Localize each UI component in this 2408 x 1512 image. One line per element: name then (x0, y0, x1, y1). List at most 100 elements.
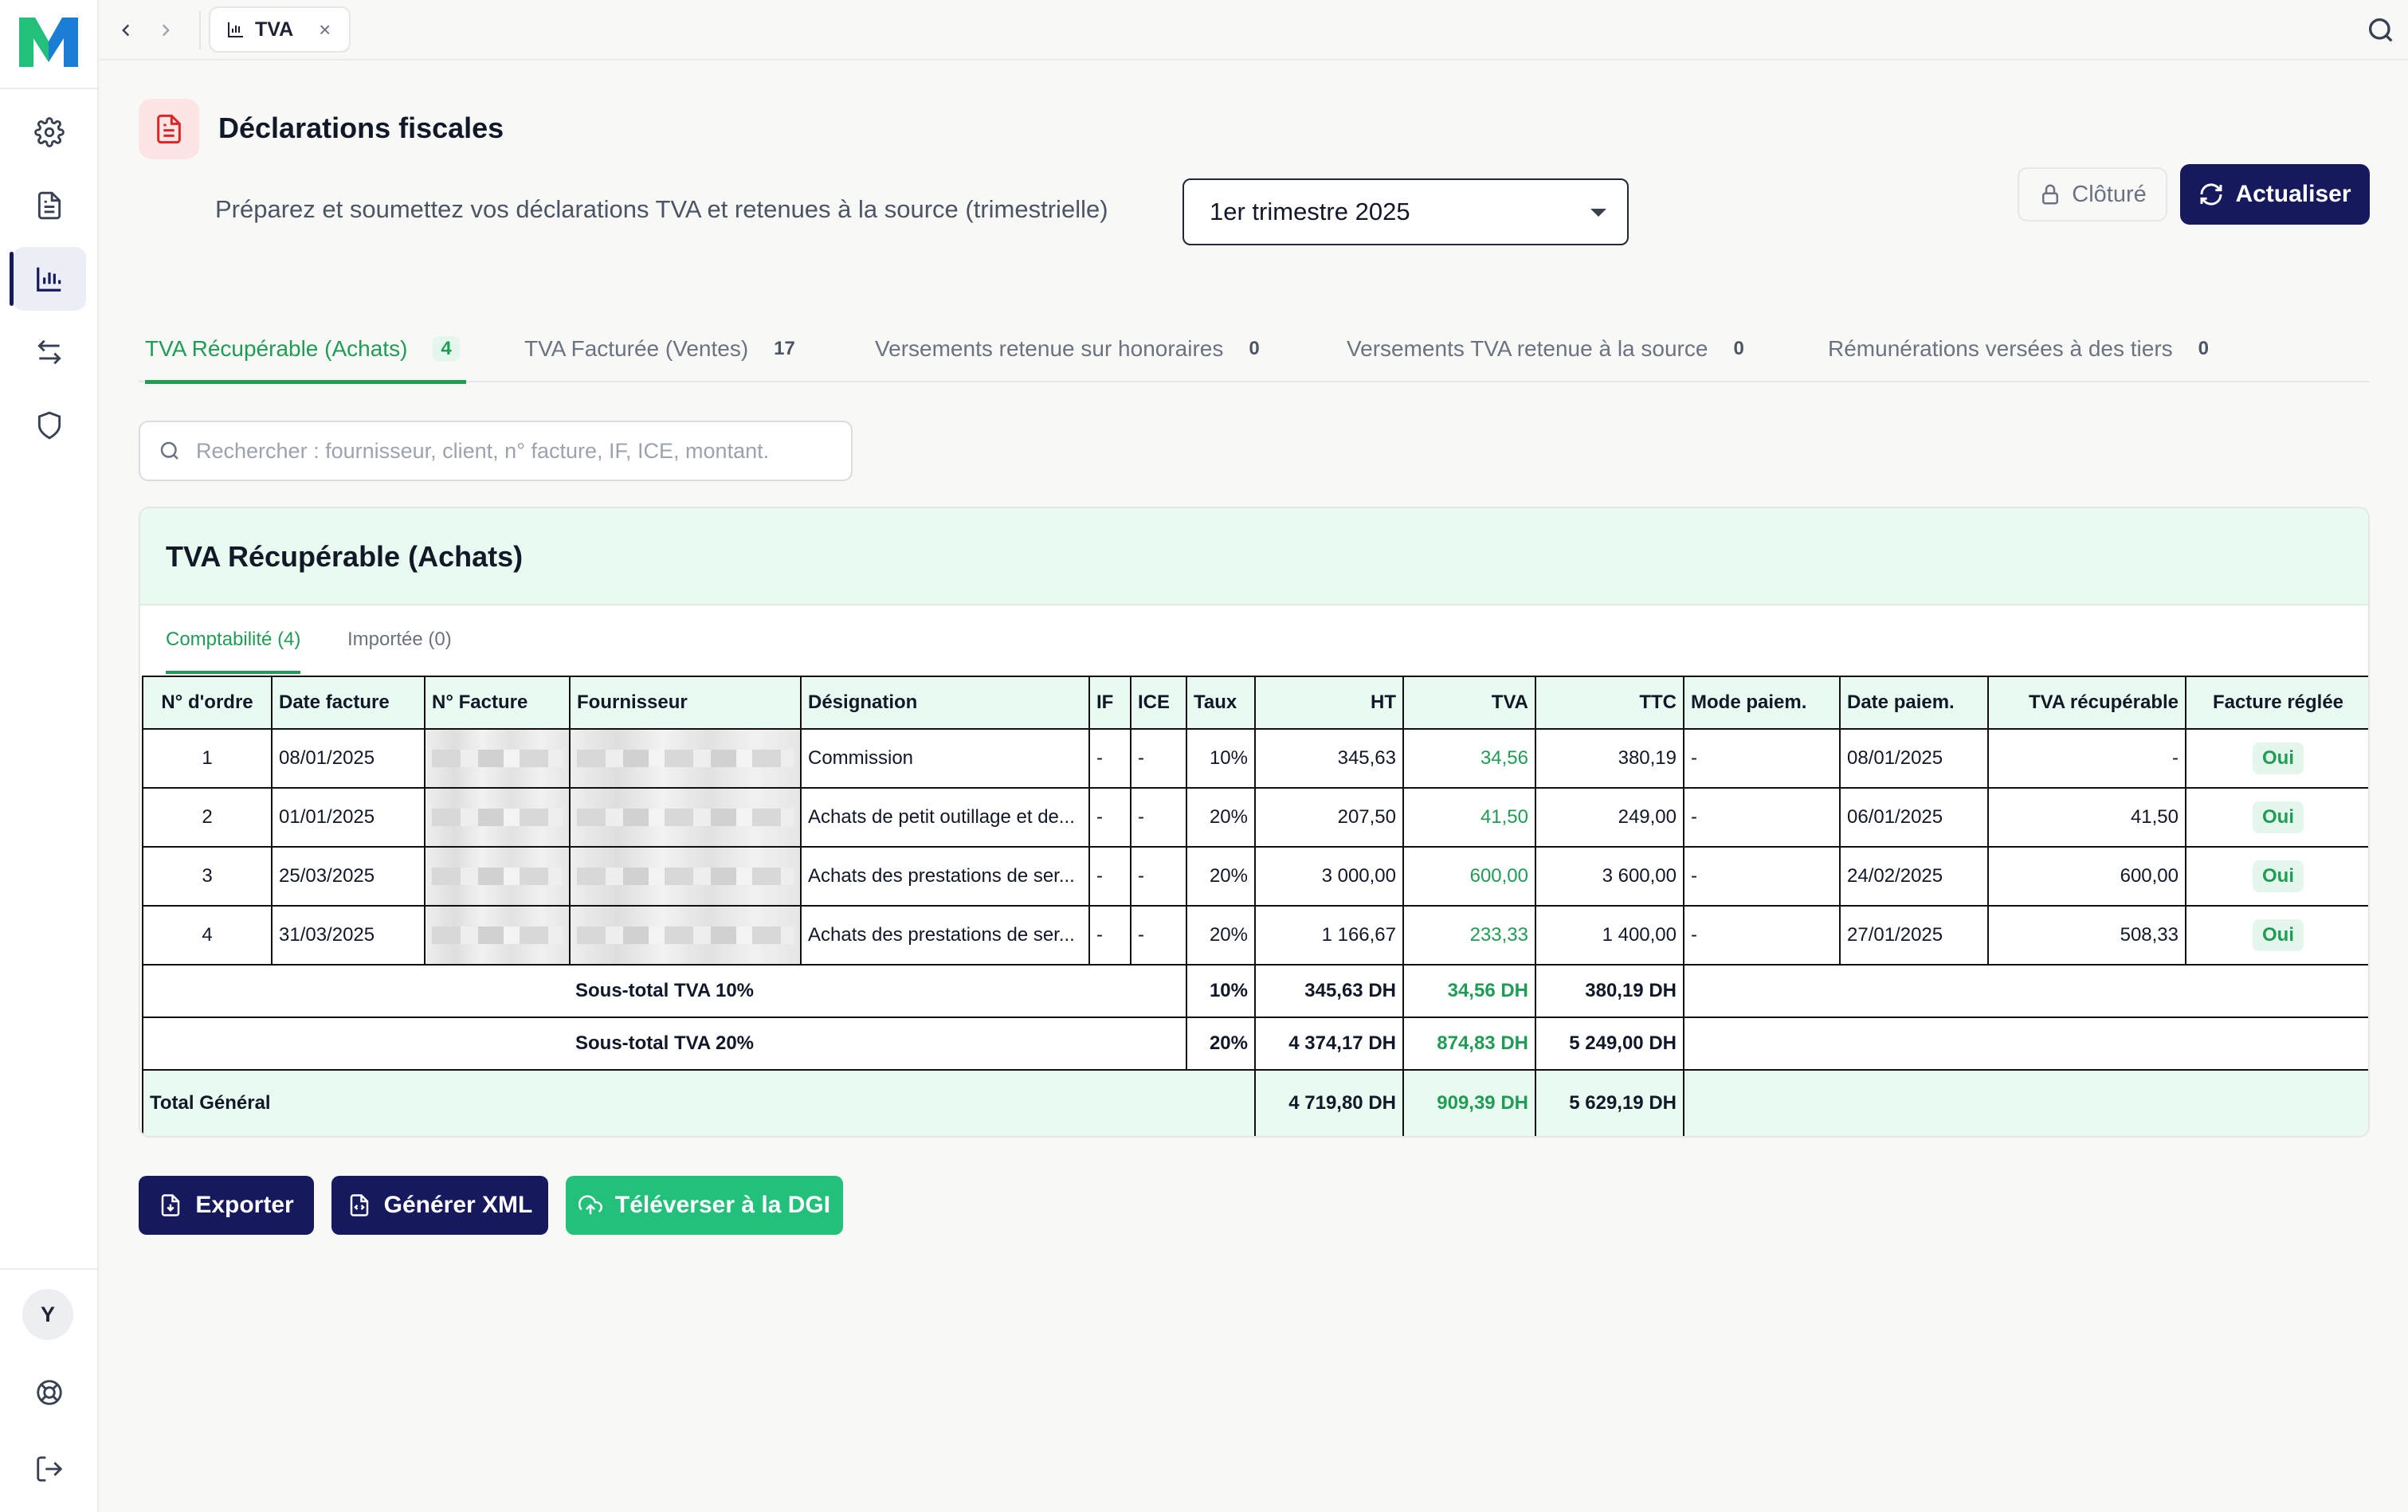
col-header[interactable]: N° Facture (424, 676, 571, 730)
subtotal-label: Sous-total TVA 20% (142, 1016, 1187, 1071)
chevron-down-icon (1590, 209, 1606, 217)
col-header[interactable]: TVA (1402, 676, 1536, 730)
avatar[interactable]: Y (22, 1289, 73, 1340)
subtotal-tva: 874,83 DH (1402, 1016, 1536, 1071)
total-ttc: 5 629,19 DH (1535, 1069, 1684, 1136)
table-row[interactable]: 4 31/03/2025 Achats des prestations de s… (142, 905, 2368, 966)
lifebuoy-icon (37, 1380, 62, 1405)
status-badge: Oui (2253, 742, 2304, 774)
sidebar-divider-bottom (0, 1268, 99, 1270)
cell-tva-recuperable: 508,33 (1987, 905, 2186, 966)
cell-taux: 20% (1186, 905, 1256, 966)
cell-redacted-supplier (569, 905, 802, 966)
col-header[interactable]: TVA récupérable (1987, 676, 2186, 730)
cell-ttc: 1 400,00 (1535, 905, 1684, 966)
cloture-button[interactable]: Clôturé (2018, 167, 2167, 221)
app-logo[interactable] (18, 14, 80, 70)
document-icon (37, 191, 61, 220)
cell-date-facture: 25/03/2025 (271, 846, 426, 907)
refresh-label: Actualiser (2235, 181, 2351, 207)
sidebar-item-reports[interactable] (10, 247, 86, 311)
cell-if: - (1088, 905, 1131, 966)
page-subtitle: Préparez et soumettez vos déclarations T… (215, 195, 1108, 223)
col-header[interactable]: Fournisseur (569, 676, 802, 730)
cell-taux: 20% (1186, 846, 1256, 907)
open-tab-tva[interactable]: TVA × (209, 6, 351, 53)
total-label: Total Général (142, 1069, 1256, 1136)
cell-designation: Achats des prestations de ser... (800, 905, 1090, 966)
sidebar-item-documents[interactable] (13, 174, 86, 237)
generate-xml-button[interactable]: Générer XML (331, 1176, 548, 1235)
cell-if: - (1088, 787, 1131, 848)
cell-taux: 10% (1186, 728, 1256, 789)
tab-count: 0 (1249, 338, 1260, 359)
status-badge: Oui (2253, 919, 2304, 951)
subtab-importee[interactable]: Importée (0) (347, 629, 452, 650)
col-header[interactable]: IF (1088, 676, 1131, 730)
col-header[interactable]: HT (1254, 676, 1404, 730)
subtotal-ht: 4 374,17 DH (1254, 1016, 1404, 1071)
col-header[interactable]: Désignation (800, 676, 1090, 730)
tab-versements-honoraires[interactable]: Versements retenue sur honoraires 0 (875, 315, 1260, 382)
table-row[interactable]: 3 25/03/2025 Achats des prestations de s… (142, 846, 2368, 907)
cell-ice: - (1130, 905, 1187, 966)
tab-count: 0 (1733, 338, 1744, 359)
sidebar-item-help[interactable] (13, 1361, 86, 1424)
sidebar-item-transfers[interactable] (13, 320, 86, 384)
refresh-icon (2200, 183, 2222, 206)
cloture-label: Clôturé (2072, 181, 2147, 207)
tab-count: 17 (774, 338, 795, 359)
sidebar-item-logout[interactable] (13, 1437, 86, 1501)
tab-tva-recuperable[interactable]: TVA Récupérable (Achats) 4 (145, 315, 466, 384)
cell-ht: 3 000,00 (1254, 846, 1404, 907)
cell-tva: 41,50 (1402, 787, 1536, 848)
search-icon[interactable] (2365, 14, 2397, 46)
open-tab-title: TVA (255, 18, 294, 41)
col-header[interactable]: Taux (1186, 676, 1256, 730)
subtotal-taux: 10% (1186, 964, 1256, 1018)
cloud-upload-icon (578, 1195, 602, 1215)
cell-tva-recuperable: - (1987, 728, 2186, 789)
tab-label: TVA Facturée (Ventes) (524, 336, 749, 361)
upload-dgi-label: Téléverser à la DGI (614, 1192, 831, 1218)
cell-date-paiem: 27/01/2025 (1839, 905, 1989, 966)
sidebar-item-settings[interactable] (13, 100, 86, 164)
upload-dgi-button[interactable]: Téléverser à la DGI (566, 1176, 843, 1235)
col-header[interactable]: Date facture (271, 676, 426, 730)
card-title: TVA Récupérable (Achats) (166, 540, 524, 573)
export-button[interactable]: Exporter (139, 1176, 314, 1235)
search-input[interactable] (196, 438, 849, 464)
cell-date-facture: 08/01/2025 (271, 728, 426, 789)
tab-tva-facturee[interactable]: TVA Facturée (Ventes) 17 (524, 315, 795, 382)
col-header[interactable]: TTC (1535, 676, 1684, 730)
sidebar: Y (0, 0, 99, 1512)
cell-redacted-invoice-number (424, 846, 571, 907)
sidebar-divider (0, 88, 99, 89)
table-row[interactable]: 2 01/01/2025 Achats de petit outillage e… (142, 787, 2368, 848)
cell-tva: 233,33 (1402, 905, 1536, 966)
table-row[interactable]: 1 08/01/2025 Commission - - 10% 345,63 3… (142, 728, 2368, 789)
close-icon[interactable]: × (319, 17, 331, 41)
col-header[interactable]: Mode paiem. (1683, 676, 1841, 730)
cell-designation: Achats des prestations de ser... (800, 846, 1090, 907)
period-select[interactable]: 1er trimestre 2025 (1182, 178, 1629, 245)
col-header[interactable]: N° d'ordre (142, 676, 273, 730)
col-header[interactable]: ICE (1130, 676, 1187, 730)
tab-remunerations-tiers[interactable]: Rémunérations versées à des tiers 0 (1828, 315, 2209, 382)
forward-button[interactable] (150, 14, 182, 46)
col-header[interactable]: Date paiem. (1839, 676, 1989, 730)
card-subtabs: Comptabilité (4) Importée (0) (140, 605, 2368, 674)
cell-tva-recuperable: 41,50 (1987, 787, 2186, 848)
cell-ice: - (1130, 728, 1187, 789)
generate-xml-label: Générer XML (383, 1192, 533, 1218)
col-header[interactable]: Facture réglée (2185, 676, 2368, 730)
refresh-button[interactable]: Actualiser (2180, 164, 2370, 225)
sidebar-item-security[interactable] (13, 394, 86, 457)
total-ht: 4 719,80 DH (1254, 1069, 1404, 1136)
tab-versements-tva-retenue[interactable]: Versements TVA retenue à la source 0 (1347, 315, 1744, 382)
document-icon (157, 114, 181, 144)
subtab-comptabilite[interactable]: Comptabilité (4) (166, 605, 301, 674)
back-button[interactable] (110, 14, 142, 46)
cell-mode-paiem: - (1683, 905, 1841, 966)
cell-if: - (1088, 846, 1131, 907)
